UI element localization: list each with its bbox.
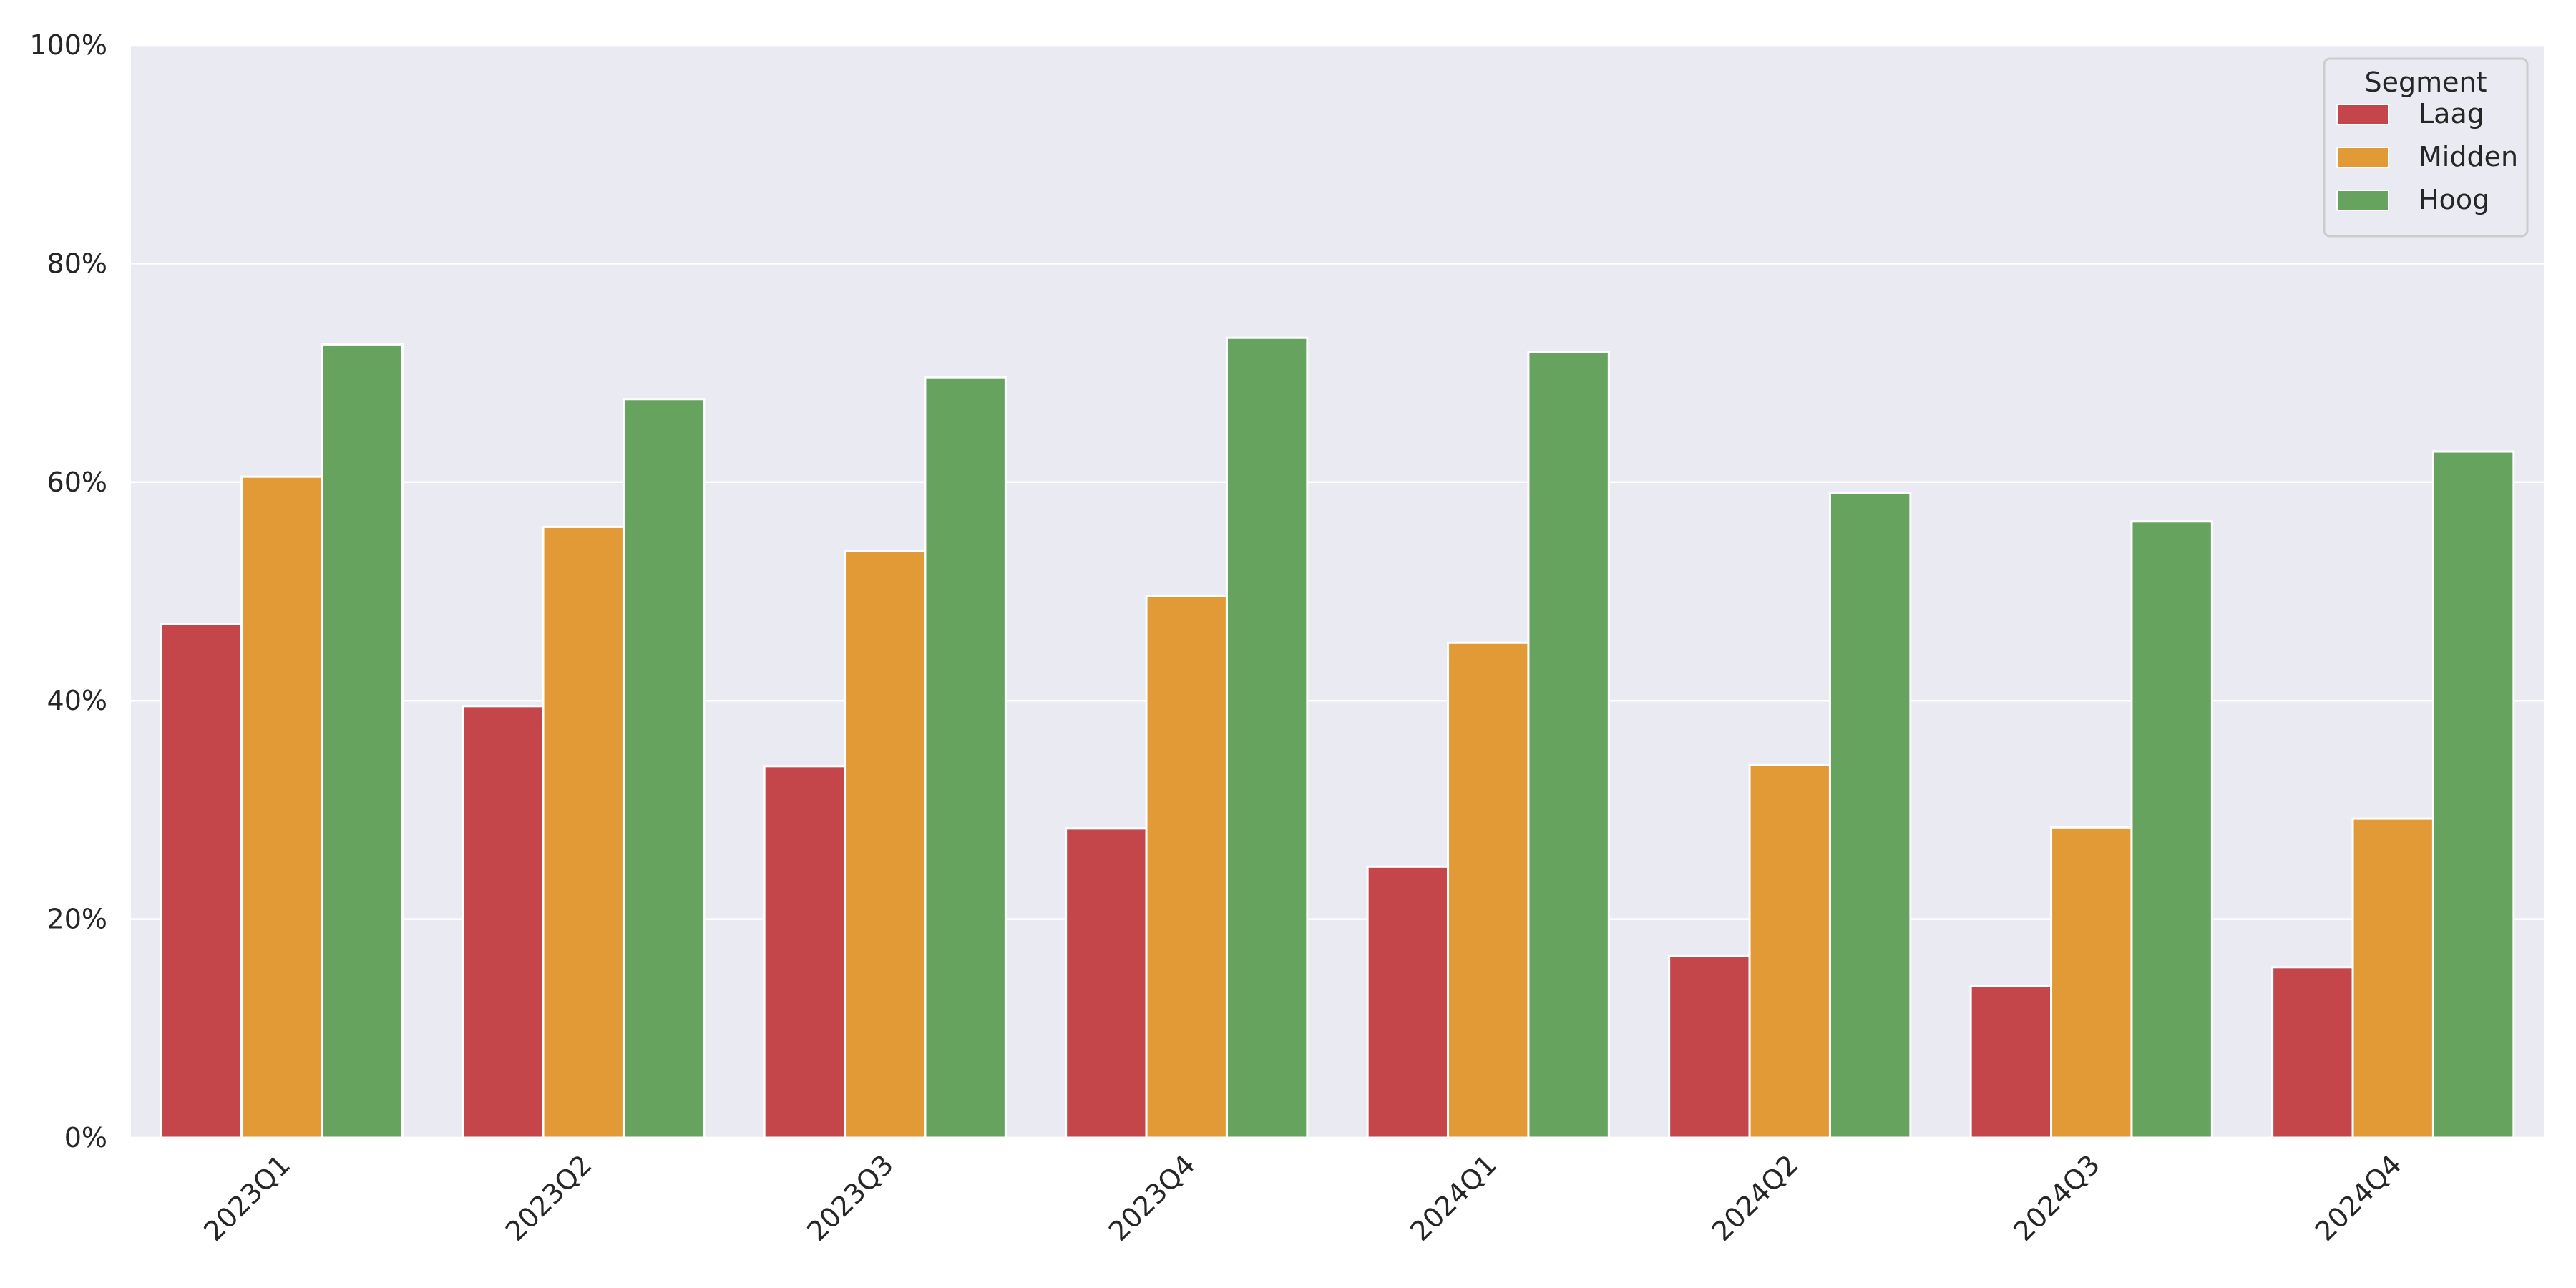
bar-hoog-2023q4 xyxy=(1225,336,1309,1139)
legend-items: Laag Midden Hoog xyxy=(2336,98,2518,215)
bar-laag-2024q2 xyxy=(1668,955,1751,1139)
bar-hoog-2024q1 xyxy=(1527,351,1610,1139)
y-tick-label: 0% xyxy=(64,1122,107,1153)
x-tick-label: 2024Q3 xyxy=(2007,1148,2106,1247)
legend: Segment Laag Midden Hoog xyxy=(2323,57,2529,238)
bar-laag-2023q3 xyxy=(763,765,847,1139)
y-tick-label: 100% xyxy=(29,29,107,61)
x-tick-label: 2024Q1 xyxy=(1404,1148,1503,1247)
bar-hoog-2024q3 xyxy=(2130,520,2213,1139)
bar-laag-2024q1 xyxy=(1366,865,1450,1139)
y-axis: 0% 20% 40% 60% 80% 100% xyxy=(29,29,107,1153)
bars xyxy=(160,336,2515,1139)
bar-midden-2024q4 xyxy=(2351,817,2434,1139)
legend-swatch-hoog xyxy=(2336,190,2389,211)
legend-title: Segment xyxy=(2365,67,2487,98)
x-tick-label: 2023Q2 xyxy=(499,1148,598,1247)
y-tick-label: 40% xyxy=(47,685,107,716)
y-tick-label: 20% xyxy=(47,904,107,935)
legend-swatch-midden xyxy=(2336,147,2389,168)
x-tick-label: 2023Q4 xyxy=(1103,1148,1201,1247)
bar-hoog-2024q2 xyxy=(1828,492,1912,1139)
bar-hoog-2023q1 xyxy=(321,343,404,1139)
bar-laag-2023q2 xyxy=(462,705,545,1139)
bar-hoog-2023q2 xyxy=(622,398,706,1139)
bar-midden-2023q2 xyxy=(542,525,625,1139)
bar-hoog-2024q4 xyxy=(2431,450,2515,1139)
bar-midden-2023q4 xyxy=(1145,595,1228,1139)
bar-hoog-2023q3 xyxy=(924,376,1007,1139)
x-tick-label: 2024Q4 xyxy=(2309,1148,2408,1247)
x-axis: 2023Q1 2023Q2 2023Q3 2023Q4 2024Q1 2024Q2 2024… xyxy=(197,1148,2407,1247)
bar-midden-2023q1 xyxy=(240,475,323,1139)
y-tick-label: 80% xyxy=(47,248,107,279)
bar-laag-2023q4 xyxy=(1065,827,1148,1139)
x-tick-label: 2023Q1 xyxy=(197,1148,296,1247)
bar-midden-2024q1 xyxy=(1447,641,1530,1139)
legend-swatch-laag xyxy=(2336,104,2389,125)
bar-midden-2023q3 xyxy=(844,550,927,1139)
legend-label-hoog: Hoog xyxy=(2419,184,2489,215)
bar-laag-2024q4 xyxy=(2271,966,2354,1139)
bar-laag-2023q1 xyxy=(160,623,243,1139)
bar-laag-2024q3 xyxy=(1969,985,2053,1139)
y-tick-label: 60% xyxy=(47,467,107,498)
legend-label-laag: Laag xyxy=(2419,98,2484,130)
x-tick-label: 2023Q3 xyxy=(801,1148,899,1247)
x-tick-label: 2024Q2 xyxy=(1706,1148,1805,1247)
legend-label-midden: Midden xyxy=(2419,141,2518,172)
bar-midden-2024q2 xyxy=(1748,763,1831,1139)
bar-midden-2024q3 xyxy=(2050,826,2133,1139)
